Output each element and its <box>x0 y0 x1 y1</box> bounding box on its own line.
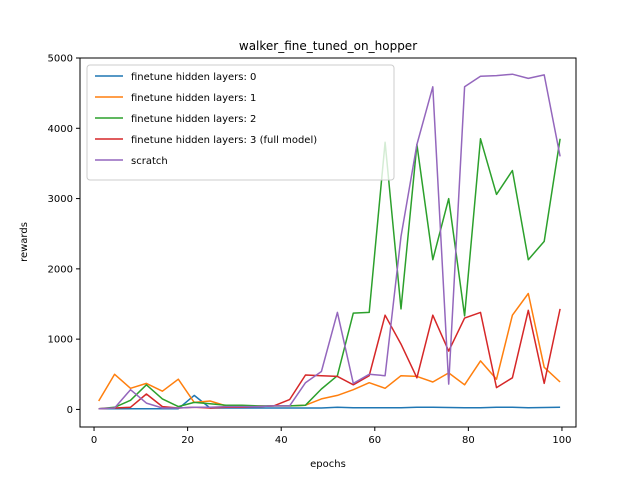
y-tick-label: 2000 <box>48 264 73 275</box>
legend-label: scratch <box>131 156 168 167</box>
series-line-4 <box>98 73 561 410</box>
y-axis-label: rewards <box>19 222 30 262</box>
y-tick-label: 3000 <box>48 194 73 205</box>
legend-label: finetune hidden layers: 1 <box>131 93 256 104</box>
x-axis-label: epochs <box>310 459 346 470</box>
x-tick-label: 80 <box>462 435 475 446</box>
series-line-1 <box>98 292 561 408</box>
legend-label: finetune hidden layers: 0 <box>131 72 256 83</box>
plot-frame <box>79 57 577 428</box>
legend-label: finetune hidden layers: 3 (full model) <box>131 135 317 146</box>
y-tick-label: 4000 <box>48 124 73 135</box>
x-tick-label: 100 <box>552 435 571 446</box>
chart-title: walker_fine_tuned_on_hopper <box>239 39 417 53</box>
legend-box <box>86 64 395 181</box>
y-tick-label: 1000 <box>48 335 73 346</box>
x-tick-label: 40 <box>275 435 288 446</box>
series-line-2 <box>98 138 561 410</box>
series-layer <box>98 73 561 410</box>
y-tick-label: 0 <box>67 405 73 416</box>
x-tick-label: 60 <box>368 435 381 446</box>
x-tick-label: 20 <box>181 435 194 446</box>
legend-label: finetune hidden layers: 2 <box>131 114 256 125</box>
x-tick-label: 0 <box>91 435 97 446</box>
legend: finetune hidden layers: 0 finetune hidden… <box>86 64 395 181</box>
y-tick-label: 5000 <box>48 54 73 65</box>
